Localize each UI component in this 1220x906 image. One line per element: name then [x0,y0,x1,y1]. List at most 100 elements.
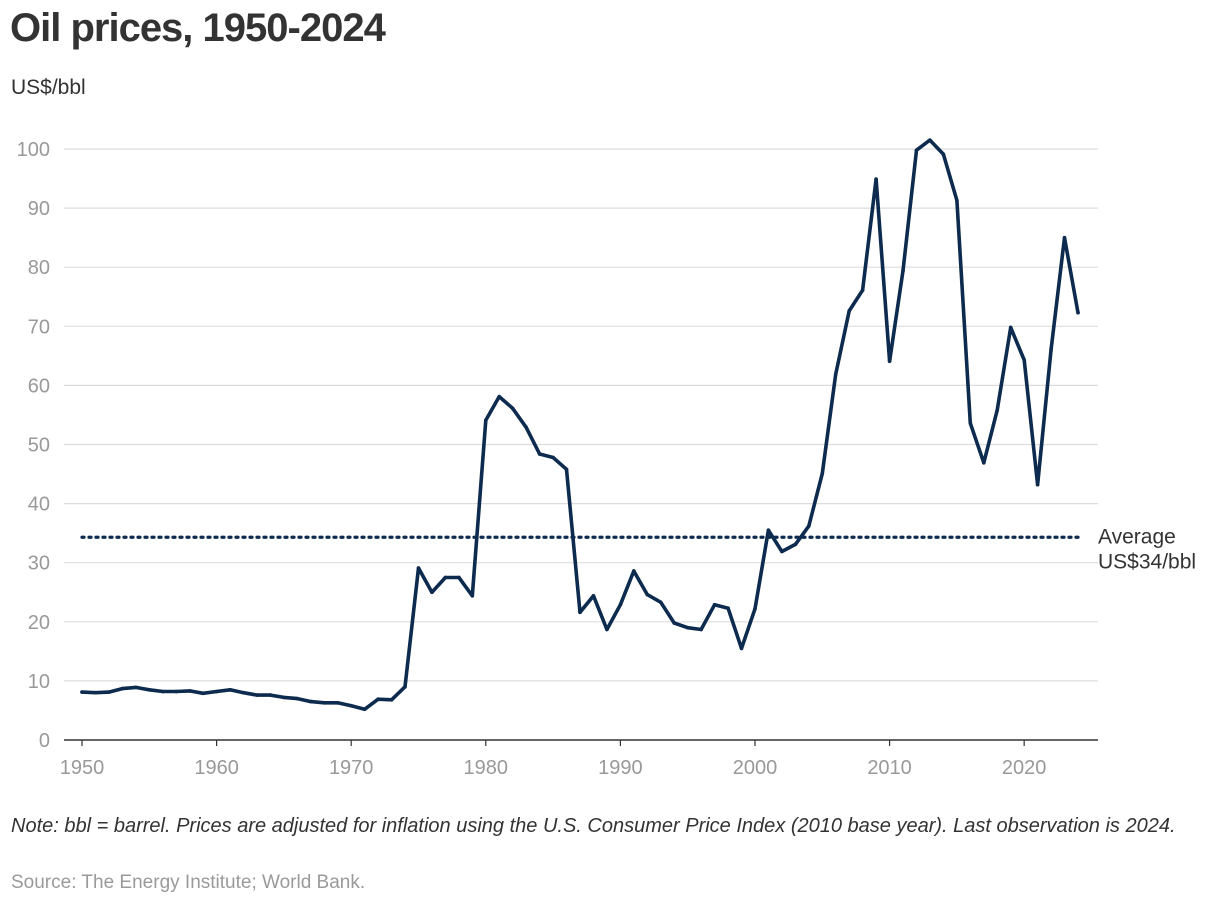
x-tick-label: 1980 [464,757,509,779]
data-point [1035,482,1040,487]
data-point [833,372,838,376]
data-point [443,575,448,580]
data-point [389,698,394,702]
data-point [955,198,959,203]
y-tick-label: 40 [28,494,50,516]
data-point [430,590,434,595]
data-point [914,148,919,152]
y-tick-label: 60 [28,375,50,397]
x-tick-label: 2010 [867,757,912,779]
y-tick-label: 90 [28,198,50,220]
x-tick-label: 1970 [329,757,374,779]
data-point [928,138,932,142]
data-point [1008,325,1013,330]
y-tick-label: 0 [39,730,50,752]
data-point [645,592,650,597]
data-point [416,566,421,570]
data-point [335,700,340,705]
data-point [820,471,825,476]
data-point [995,408,1000,413]
data-point [80,690,84,694]
x-tick-label: 1990 [598,757,643,779]
data-point [524,425,528,430]
gridlines [64,148,1098,682]
data-point [618,602,623,607]
data-point [483,418,488,423]
x-axis-ticks: 1950 1960 1970 1980 1990 2000 2010 2020 [60,740,1047,779]
data-point [1022,358,1026,362]
data-point [591,593,596,598]
data-point [107,690,111,694]
x-tick-label: 1960 [194,757,239,779]
data-point [658,600,663,605]
y-axis-ticks: 0 10 20 30 40 50 60 70 80 90 100 [17,139,50,752]
data-point [1062,235,1067,240]
data-point [93,690,98,695]
data-point [470,593,475,598]
data-point [793,542,798,547]
average-label: Average [1098,525,1176,548]
data-point [376,697,380,702]
data-points [80,138,1080,712]
data-point [282,695,286,700]
y-axis-unit-label: US$/bbl [11,76,86,99]
data-point [712,602,717,607]
data-point [457,575,461,580]
data-point [780,549,784,554]
x-tick-label: 2020 [1002,757,1047,779]
data-point [564,467,569,472]
data-point [739,646,744,651]
y-tick-label: 20 [28,612,50,634]
data-point [766,528,771,532]
data-point [268,693,273,697]
x-tick-label: 1950 [60,757,105,779]
data-point [497,394,502,399]
data-point [134,685,138,690]
data-point [403,685,407,689]
data-point [807,524,811,528]
data-point [228,687,232,692]
data-point [349,703,353,708]
y-tick-label: 10 [28,671,50,693]
y-tick-label: 70 [28,316,50,338]
data-point [241,690,246,695]
data-point [1076,310,1080,315]
data-point [860,288,865,293]
data-point [362,707,367,712]
data-point [537,452,542,456]
data-point [753,606,757,611]
data-point [174,689,179,694]
chart-source: Source: The Energy Institute; World Bank… [11,872,366,893]
data-point [160,689,165,694]
data-point [295,696,300,701]
average-value-label: US$34/bbl [1098,550,1196,573]
data-point [901,268,905,273]
data-point [1049,347,1053,352]
data-point [847,309,851,313]
data-point [874,177,878,181]
data-point [672,621,677,625]
data-point [941,152,946,157]
data-point [685,625,690,630]
data-point [699,627,703,632]
data-point [578,610,582,615]
y-tick-label: 50 [28,435,50,457]
chart-title: Oil prices, 1950-2024 [10,6,386,50]
data-point [322,700,327,705]
data-point [632,569,636,573]
x-tick-label: 2000 [733,757,778,779]
data-point [510,406,515,411]
oil-price-series-line [80,138,1080,712]
y-tick-label: 30 [28,553,50,575]
data-point [187,689,192,693]
data-point [201,691,205,696]
data-point [981,461,986,465]
data-point [605,627,609,632]
data-point [887,359,892,363]
y-tick-label: 100 [17,139,50,161]
y-tick-label: 80 [28,257,50,279]
data-point [551,455,555,460]
data-point [968,421,973,426]
data-point [147,687,152,692]
